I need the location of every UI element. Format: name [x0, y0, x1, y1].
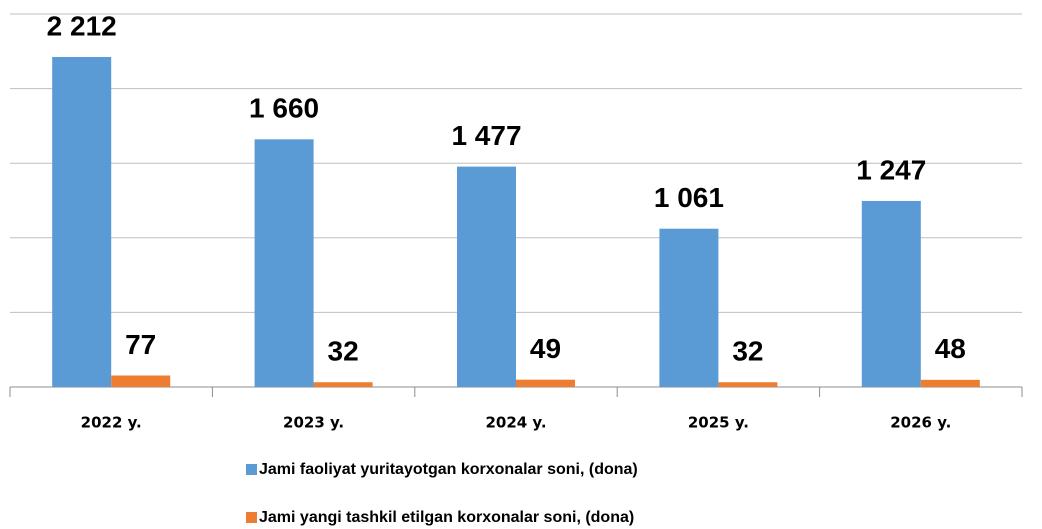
- bar: [254, 139, 314, 387]
- value-label: 1 660: [249, 93, 319, 124]
- bar: [659, 228, 719, 387]
- bar: [920, 379, 980, 387]
- x-tick-label: 2023 y.: [283, 414, 344, 432]
- value-label: 32: [328, 336, 359, 367]
- bar: [313, 382, 373, 387]
- x-tick-label: 2026 y.: [890, 414, 951, 432]
- bar: [861, 200, 921, 387]
- value-label: 2 212: [47, 10, 117, 41]
- bar: [718, 382, 778, 387]
- legend-label: Jami yangi tashkil etilgan korxonalar so…: [259, 509, 634, 526]
- value-label: 32: [732, 336, 763, 367]
- value-label: 49: [530, 333, 561, 364]
- value-label: 1 247: [856, 154, 926, 185]
- legend-label: Jami faoliyat yuritayotgan korxonalar so…: [259, 461, 638, 478]
- x-tick-label: 2022 y.: [81, 414, 142, 432]
- legend-swatch: [246, 464, 257, 475]
- x-tick-label: 2024 y.: [485, 414, 546, 432]
- bar: [111, 375, 171, 387]
- x-tick-label: 2025 y.: [688, 414, 749, 432]
- legend-swatch: [246, 512, 257, 523]
- value-label: 1 061: [654, 182, 724, 213]
- value-label: 48: [935, 333, 966, 364]
- bar: [52, 56, 112, 387]
- value-label: 1 477: [451, 120, 521, 151]
- value-label: 77: [125, 329, 156, 360]
- bar: [457, 166, 516, 387]
- bar: [516, 379, 575, 387]
